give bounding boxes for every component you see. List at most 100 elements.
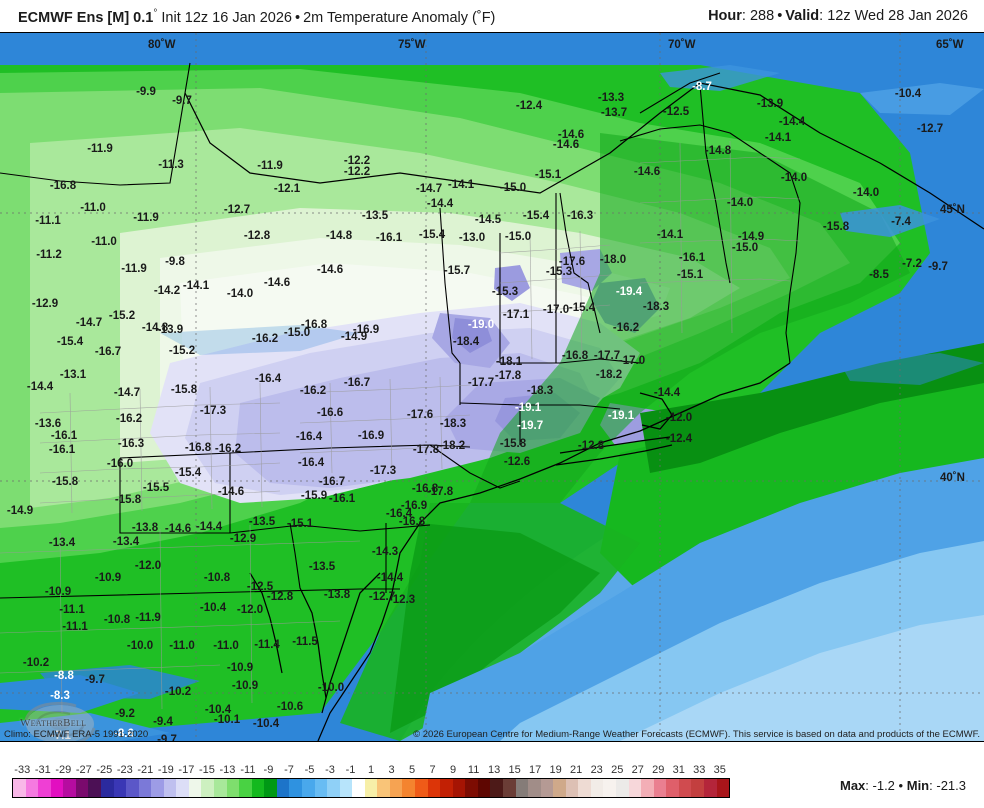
anomaly-value-label: -14.4 bbox=[427, 198, 454, 210]
colorbar-swatch bbox=[377, 779, 390, 797]
colorbar-swatch bbox=[176, 779, 189, 797]
anomaly-value-label: -14.8 bbox=[142, 322, 169, 334]
anomaly-value-label: -13.1 bbox=[60, 369, 87, 381]
anomaly-value-label: -10.1 bbox=[214, 714, 241, 726]
colorbar-section: -33 -31 -29 -27 -25 -23 -21 -19 -17 -15 -13 -11 -9 -7… bbox=[0, 742, 984, 808]
colorbar-tick: -5 bbox=[304, 764, 315, 776]
colorbar-tick: -7 bbox=[284, 764, 294, 776]
anomaly-value-label: -14.6 bbox=[317, 264, 343, 276]
anomaly-value-label: -12.8 bbox=[267, 591, 294, 603]
anomaly-value-label: -14.1 bbox=[765, 132, 792, 144]
colorbar-swatch bbox=[100, 779, 114, 797]
graticule-labels: 80˚W 75˚W 70˚W 65˚W 45˚N 40˚N bbox=[148, 39, 965, 484]
anomaly-value-label: -17.3 bbox=[200, 405, 226, 417]
anomaly-value-label: -17.8 bbox=[427, 486, 454, 498]
anomaly-value-label: -14.1 bbox=[657, 229, 684, 241]
colorbar-swatch bbox=[666, 779, 679, 797]
hour-label: Hour bbox=[708, 8, 742, 24]
colorbar-swatch bbox=[653, 779, 667, 797]
field-name: 2m Temperature Anomaly (˚F) bbox=[303, 10, 496, 26]
anomaly-value-label: -12.8 bbox=[244, 230, 271, 242]
anomaly-value-label: -11.9 bbox=[135, 612, 161, 624]
anomaly-value-label: -11.1 bbox=[62, 621, 88, 633]
min-label: Min bbox=[906, 778, 930, 793]
anomaly-value-label: -13.4 bbox=[49, 537, 76, 549]
anomaly-value-label: -12.0 bbox=[135, 560, 161, 572]
anomaly-value-label: -17.8 bbox=[495, 370, 522, 382]
colorbar-swatch bbox=[502, 779, 516, 797]
anomaly-value-label: -18.2 bbox=[439, 440, 465, 452]
colorbar-swatch bbox=[440, 779, 453, 797]
anomaly-value-label: -14.6 bbox=[218, 486, 244, 498]
anomaly-value-label: -13.0 bbox=[459, 232, 485, 244]
colorbar-swatch bbox=[113, 779, 127, 797]
anomaly-value-label: -10.4 bbox=[253, 718, 280, 730]
anomaly-value-label: -17.7 bbox=[468, 377, 494, 389]
anomaly-value-label: -19.1 bbox=[515, 402, 542, 414]
anomaly-value-label: -12.2 bbox=[344, 155, 370, 167]
anomaly-value-label: -14.6 bbox=[264, 277, 290, 289]
colorbar-swatch bbox=[364, 779, 378, 797]
anomaly-value-label: -12.2 bbox=[344, 166, 370, 178]
anomaly-value-label: -14.6 bbox=[634, 166, 660, 178]
anomaly-value-label: -17.6 bbox=[407, 409, 433, 421]
anomaly-value-label: -16.9 bbox=[353, 324, 379, 336]
colorbar-tick: 33 bbox=[693, 764, 706, 776]
colorbar-swatch bbox=[151, 779, 164, 797]
lon-label-75w: 75˚W bbox=[398, 39, 426, 51]
anomaly-value-label: -17.6 bbox=[559, 256, 585, 268]
anomaly-value-label: -9.7 bbox=[172, 95, 192, 107]
anomaly-value-label: -16.2 bbox=[300, 385, 326, 397]
anomaly-value-label: -16.8 bbox=[301, 319, 328, 331]
colorbar-tick: 27 bbox=[631, 764, 644, 776]
map-svg: -9.9 -9.7 -12.4 -13.3 -13.7 -8.7 -13.9 -10.4 -11… bbox=[0, 33, 984, 741]
anomaly-value-label: -16.2 bbox=[116, 413, 142, 425]
anomaly-value-label: -12.7 bbox=[369, 591, 395, 603]
anomaly-value-label: -13.9 bbox=[757, 98, 783, 110]
colorbar-tick: -3 bbox=[325, 764, 335, 776]
colorbar-tick: 25 bbox=[611, 764, 624, 776]
colorbar-swatch bbox=[276, 779, 290, 797]
anomaly-value-label: -15.2 bbox=[109, 310, 135, 322]
anomaly-value-label: -10.0 bbox=[318, 682, 344, 694]
anomaly-value-label: -16.1 bbox=[679, 252, 706, 264]
anomaly-value-label: -14.1 bbox=[183, 280, 210, 292]
map-canvas[interactable]: -9.9 -9.7 -12.4 -13.3 -13.7 -8.7 -13.9 -10.4 -11… bbox=[0, 32, 984, 742]
anomaly-value-label: -9.8 bbox=[165, 256, 185, 268]
anomaly-value-label: -10.8 bbox=[104, 614, 131, 626]
colorbar-tick: 29 bbox=[652, 764, 665, 776]
anomaly-value-label: -15.4 bbox=[419, 229, 446, 241]
colorbar-swatch bbox=[616, 779, 629, 797]
anomaly-value-label: -15.7 bbox=[444, 265, 470, 277]
anomaly-value-label: -11.0 bbox=[80, 202, 106, 214]
anomaly-value-label: -18.4 bbox=[453, 336, 480, 348]
anomaly-value-label: -15.0 bbox=[732, 242, 758, 254]
colorbar-swatch bbox=[339, 779, 353, 797]
anomaly-value-label: -16.3 bbox=[118, 438, 144, 450]
anomaly-value-label: -18.2 bbox=[596, 369, 622, 381]
colorbar-swatch bbox=[703, 779, 717, 797]
anomaly-value-label: -16.3 bbox=[567, 210, 593, 222]
anomaly-value-label: -14.0 bbox=[727, 197, 753, 209]
colorbar-swatch bbox=[716, 779, 730, 797]
colorbar-swatch bbox=[427, 779, 441, 797]
colorbar-tick: 3 bbox=[388, 764, 395, 776]
anomaly-value-label: -12.9 bbox=[230, 533, 256, 545]
colorbar-swatch bbox=[50, 779, 64, 797]
anomaly-value-label: -14.1 bbox=[448, 179, 475, 191]
colorbar-swatches[interactable] bbox=[12, 778, 730, 798]
anomaly-value-label: -12.0 bbox=[666, 412, 692, 424]
anomaly-value-label: -14.4 bbox=[779, 116, 806, 128]
colorbar-tick-labels: -33 -31 -29 -27 -25 -23 -21 -19 -17 -15 -13 -11 -9 -7… bbox=[12, 762, 730, 778]
anomaly-value-label: -16.4 bbox=[298, 457, 325, 469]
anomaly-value-label: -11.9 bbox=[87, 143, 113, 155]
anomaly-value-label: -16.1 bbox=[329, 493, 356, 505]
anomaly-value-label: -14.7 bbox=[416, 183, 442, 195]
colorbar-tick: -19 bbox=[157, 764, 174, 776]
anomaly-value-label: -16.7 bbox=[95, 346, 121, 358]
colorbar-tick: -29 bbox=[55, 764, 72, 776]
anomaly-value-label: -15.1 bbox=[677, 269, 704, 281]
anomaly-value-label: -17.8 bbox=[413, 444, 440, 456]
anomaly-value-label: -11.9 bbox=[121, 263, 147, 275]
colorbar-swatch bbox=[553, 779, 566, 797]
